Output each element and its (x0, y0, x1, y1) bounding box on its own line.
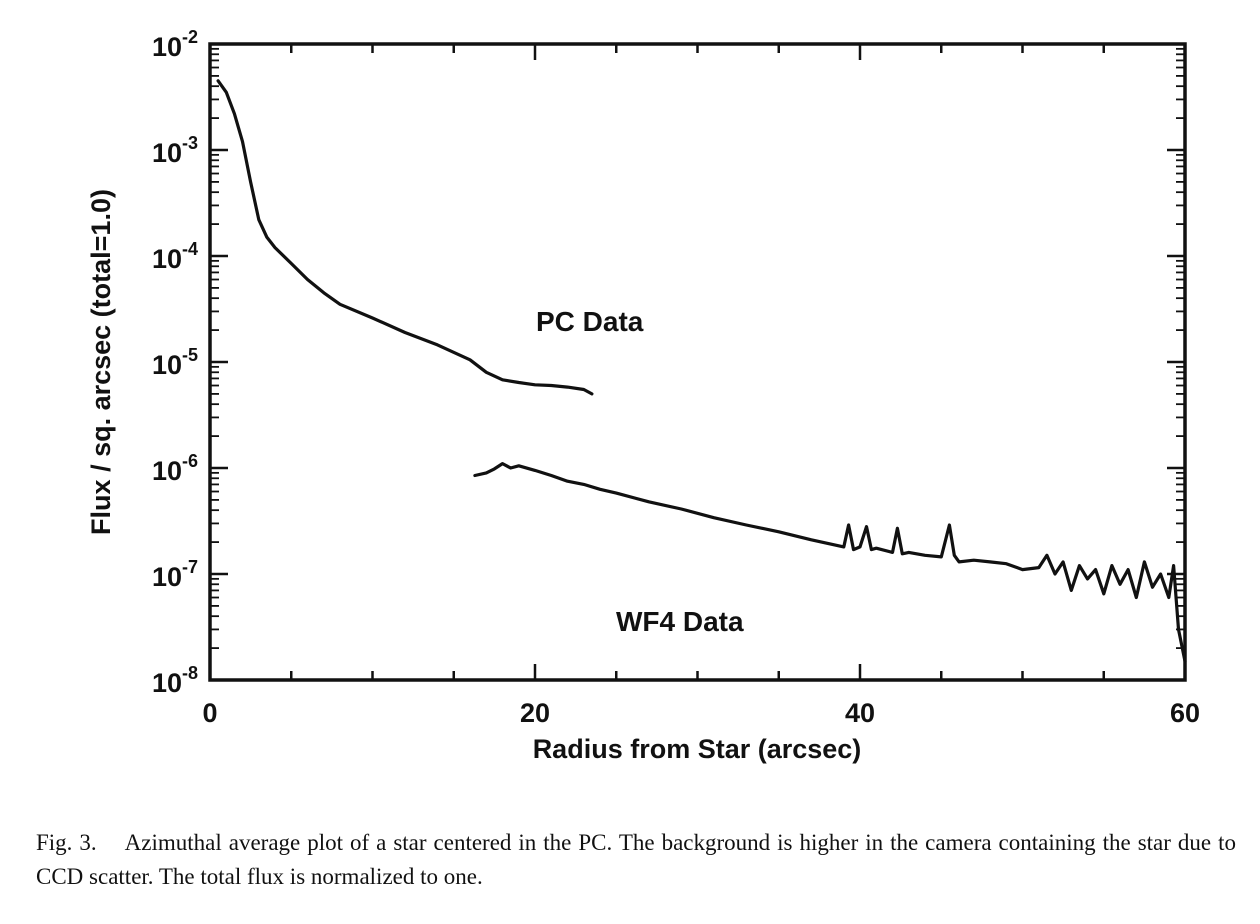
caption-label: Fig. 3. (36, 830, 97, 855)
y-axis-title: Flux / sq. arcsec (total=1.0) (86, 189, 116, 535)
y-tick-label: 10-3 (152, 133, 198, 168)
axis-ticks (208, 42, 1187, 682)
plot-frame (208, 42, 1187, 682)
y-tick-label: 10-4 (152, 239, 198, 274)
tick-labels: 0 20 40 60 10-8 10-7 10-6 10-5 10-4 10-3 10-2 (152, 27, 1200, 728)
caption-text: Azimuthal average plot of a star centere… (36, 830, 1236, 889)
series-pc-data-line (216, 79, 594, 396)
x-tick-label: 20 (520, 698, 550, 728)
series-layer (216, 79, 1187, 663)
y-tick-label: 10-5 (152, 345, 198, 380)
x-axis-title: Radius from Star (arcsec) (533, 734, 862, 764)
y-tick-label: 10-7 (152, 557, 198, 592)
x-tick-label: 60 (1170, 698, 1200, 728)
series-wf4-data-line (473, 462, 1187, 663)
y-tick-label: 10-6 (152, 451, 198, 486)
y-tick-label: 10-2 (152, 27, 198, 62)
x-tick-label: 40 (845, 698, 875, 728)
annotation-pc-data: PC Data (536, 306, 644, 337)
annotation-wf4-data: WF4 Data (616, 606, 744, 637)
y-tick-label: 10-8 (152, 663, 198, 698)
figure-caption: Fig. 3. Azimuthal average plot of a star … (36, 826, 1236, 894)
x-tick-label: 0 (202, 698, 217, 728)
